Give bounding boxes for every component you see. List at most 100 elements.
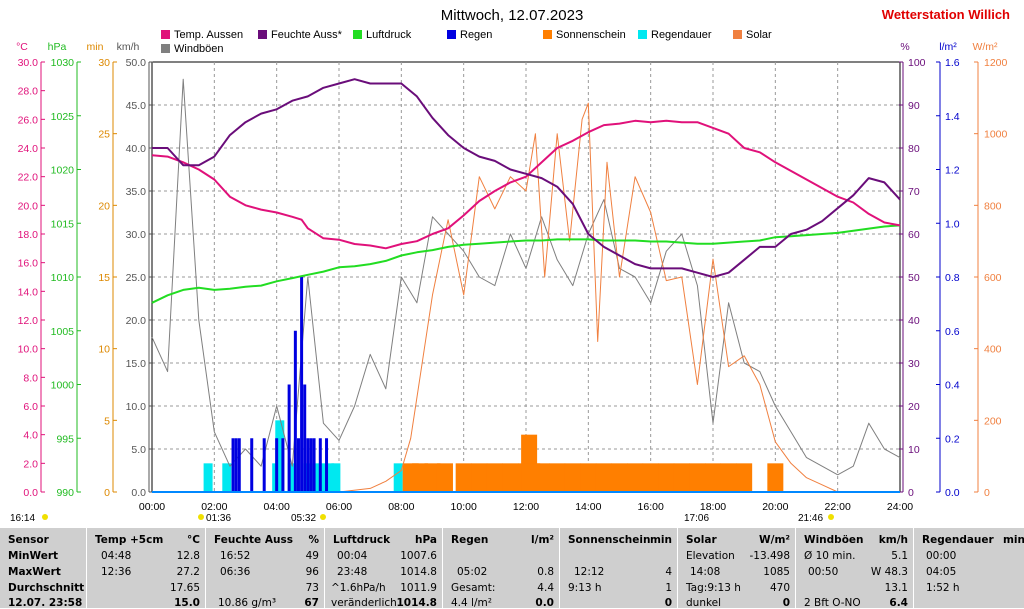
wm2-tick-label: 200 — [984, 415, 1002, 427]
sonnenschein-bar — [767, 463, 784, 492]
regen-bar — [293, 330, 297, 492]
temp-tick-label: 30.0 — [18, 57, 39, 69]
hpa-tick-label: 1020 — [51, 165, 75, 177]
temp-tick-label: 12.0 — [18, 315, 39, 327]
min-tick-label: 0 — [104, 487, 110, 499]
row-avg-label: Durchschnitt — [8, 582, 85, 594]
hdr-feuchte: Feuchte Auss — [214, 534, 293, 546]
pct-tick-label: 30 — [908, 358, 920, 370]
regen-avg-label: Gesamt: — [451, 582, 496, 594]
wind-max-time: 00:50 — [808, 566, 839, 578]
sonnenschein-bar — [455, 463, 472, 492]
x-tick-label: 18:00 — [700, 501, 726, 513]
hdr-sensor: Sensor — [8, 534, 49, 546]
sonnenschein-bar — [436, 463, 453, 492]
lm2-tick-label: 0.2 — [945, 433, 960, 445]
solar-last: 0 — [782, 597, 790, 609]
kmh-tick-label: 40.0 — [126, 143, 147, 155]
col-regen: Regen l/m² 05:02 0.8 Gesamt: 4.4 4.4 l/m… — [442, 528, 560, 609]
legend-swatch — [733, 30, 742, 39]
temp-tick-label: 18.0 — [18, 229, 39, 241]
legend-label: Solar — [746, 29, 772, 41]
sonnenschein-bar — [486, 463, 503, 492]
sonnenschein-bar — [642, 463, 659, 492]
temp-tick-label: 4.0 — [23, 430, 38, 442]
sonne-avg: 1 — [665, 582, 672, 594]
hpa-axis-label: hPa — [48, 41, 67, 53]
wm2-tick-label: 400 — [984, 344, 1002, 356]
pct-tick-label: 70 — [908, 186, 920, 198]
hpa-tick-label: 995 — [56, 433, 74, 445]
solar-last-label: dunkel — [686, 597, 722, 609]
lm2-tick-label: 1.0 — [945, 218, 960, 230]
lm2-tick-label: 0.0 — [945, 487, 960, 499]
marker-right-time: 21:46 — [798, 513, 823, 524]
sonnenschein-bar — [412, 463, 429, 492]
sonne-avg-label: 9:13 h — [568, 582, 602, 594]
temp-tick-label: 14.0 — [18, 286, 39, 298]
luftdruck-avg-label: ^1.6hPa/h — [331, 582, 386, 594]
hdr-regen-unit: l/m² — [531, 534, 554, 546]
temp-tick-label: 10.0 — [18, 344, 39, 356]
hdr-regendauer: Regendauer — [922, 534, 994, 546]
sonnenschein-bar — [720, 463, 737, 492]
lm2-tick-label: 1.6 — [945, 57, 960, 69]
pct-tick-label: 80 — [908, 143, 920, 155]
min-tick-label: 20 — [98, 200, 110, 212]
min-tick-label: 30 — [98, 57, 110, 69]
hdr-luftdruck-unit: hPa — [415, 534, 437, 546]
x-tick-label: 24:00 — [887, 501, 913, 513]
legend-label: Luftdruck — [366, 29, 412, 41]
time-markers: 16:14 01:36 05:32 17:06 21:46 — [10, 513, 834, 524]
sonnenschein-bar — [502, 463, 519, 492]
hdr-temp: Temp +5cm — [95, 534, 164, 546]
temp-tick-label: 22.0 — [18, 172, 39, 184]
kmh-tick-label: 20.0 — [126, 315, 147, 327]
row-min-label: MinWert — [8, 550, 59, 562]
sonnenschein-bar — [689, 463, 706, 492]
x-tick-label: 12:00 — [513, 501, 539, 513]
legend-swatch — [161, 44, 170, 53]
feuchte-min-time: 16:52 — [220, 550, 251, 562]
feuchte-last-label: 10.86 g/m³ — [218, 597, 277, 609]
solar-max-time: 14:08 — [690, 566, 721, 578]
sonnenschein-bar — [549, 463, 566, 492]
temp-max-val: 27.2 — [176, 566, 200, 578]
legend-label: Sonnenschein — [556, 29, 626, 41]
hdr-luftdruck: Luftdruck — [333, 534, 391, 546]
legend-label: Windböen — [174, 43, 224, 55]
temp-max-time: 12:36 — [101, 566, 132, 578]
solar-min-val: -13.498 — [749, 550, 790, 562]
sun-icon-left — [42, 514, 48, 520]
temp-tick-label: 26.0 — [18, 114, 39, 126]
kmh-tick-label: 50.0 — [126, 57, 147, 69]
marker-sunset: 17:06 — [684, 513, 709, 524]
kmh-tick-label: 35.0 — [126, 186, 147, 198]
regendauer-bar — [393, 463, 403, 492]
luftdruck-avg: 1011.9 — [400, 582, 437, 594]
regen-bar — [281, 438, 285, 492]
regen-bar — [309, 438, 313, 492]
regen-bar — [237, 438, 241, 492]
regen-bar — [234, 438, 238, 492]
pct-tick-label: 100 — [908, 57, 926, 69]
regendauer-max-time: 04:05 — [926, 566, 957, 578]
pct-tick-label: 60 — [908, 229, 920, 241]
pct-tick-label: 50 — [908, 272, 920, 284]
hdr-temp-unit: °C — [187, 534, 200, 546]
regen-bar — [275, 438, 279, 492]
temp-tick-label: 20.0 — [18, 200, 39, 212]
regendauer-bar — [331, 463, 341, 492]
solar-avg: 470 — [769, 582, 790, 594]
x-tick-label: 04:00 — [264, 501, 290, 513]
luftdruck-max-val: 1014.8 — [400, 566, 437, 578]
summary-table: Sensor MinWert MaxWert Durchschnitt 12.0… — [0, 528, 1024, 609]
sonnenschein-bar — [424, 463, 441, 492]
pct-axis-label: % — [900, 41, 909, 53]
feuchte-min-val: 49 — [305, 550, 319, 562]
col-luftdruck: Luftdruck hPa 00:04 1007.6 23:48 1014.8 … — [324, 528, 443, 609]
kmh-tick-label: 10.0 — [126, 401, 147, 413]
x-tick-label: 14:00 — [575, 501, 601, 513]
wind-max-val: W 48.3 — [870, 566, 908, 578]
regendauer-min-time: 00:00 — [926, 550, 957, 562]
